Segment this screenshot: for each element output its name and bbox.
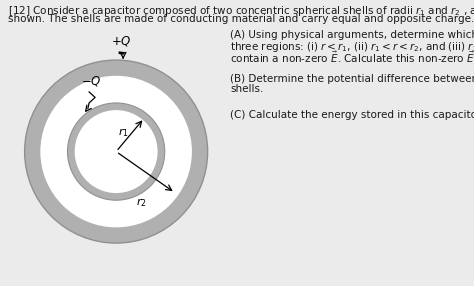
Text: +$Q$: +$Q$ (111, 34, 131, 48)
Text: contain a non-zero $\vec{E}$. Calculate this non-zero $\vec{E}$.: contain a non-zero $\vec{E}$. Calculate … (230, 50, 474, 65)
Text: $r_2$: $r_2$ (136, 196, 147, 209)
Circle shape (75, 110, 157, 193)
Text: (B) Determine the potential difference between the two: (B) Determine the potential difference b… (230, 74, 474, 84)
Circle shape (25, 60, 208, 243)
Text: (A) Using physical arguments, determine which of the: (A) Using physical arguments, determine … (230, 30, 474, 40)
Text: $-Q$: $-Q$ (81, 74, 101, 88)
Text: shown. The shells are made of conducting material and carry equal and opposite c: shown. The shells are made of conducting… (8, 14, 474, 24)
Circle shape (40, 76, 192, 227)
Text: [12] Consider a capacitor composed of two concentric spherical shells of radii $: [12] Consider a capacitor composed of tw… (8, 4, 474, 18)
Text: $r_1$: $r_1$ (118, 126, 129, 139)
Circle shape (67, 103, 165, 200)
Text: (C) Calculate the energy stored in this capacitor.: (C) Calculate the energy stored in this … (230, 110, 474, 120)
Text: three regions: (i) $r < r_1$, (ii) $r_1 < r < r_2$, and (iii) $r_2 < r$,: three regions: (i) $r < r_1$, (ii) $r_1 … (230, 40, 474, 54)
Text: shells.: shells. (230, 84, 264, 94)
